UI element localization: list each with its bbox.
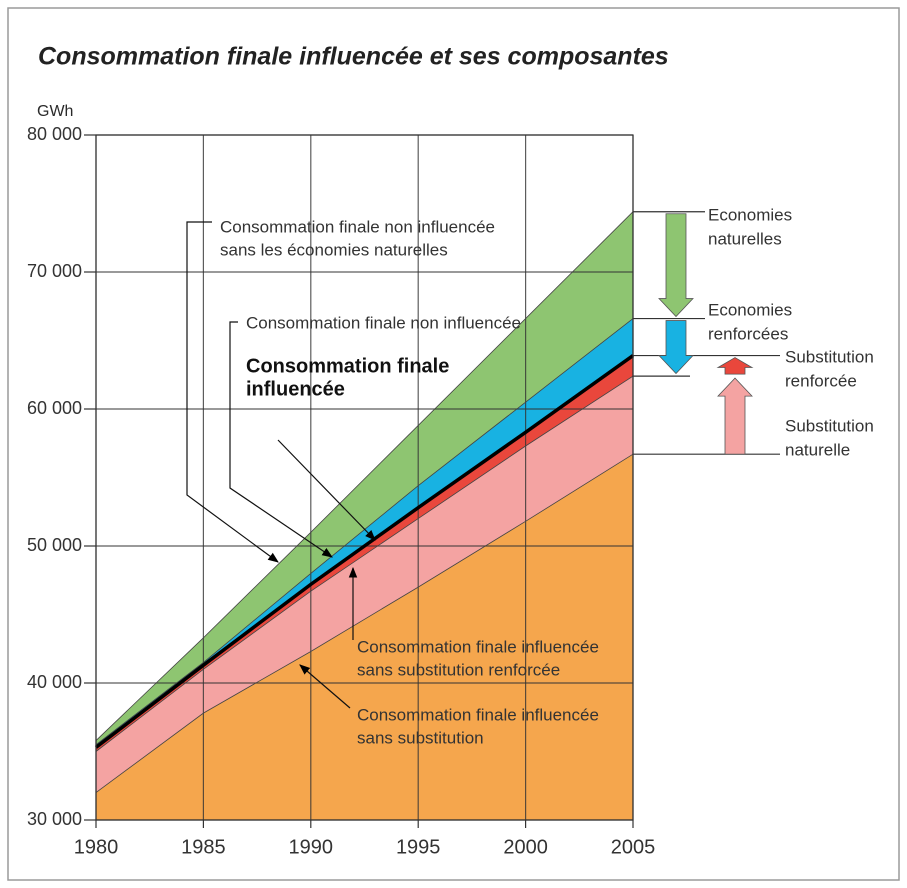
band	[96, 318, 633, 748]
series-line	[95, 211, 634, 741]
series-label: Consommation finale influencée	[357, 637, 599, 656]
series-line	[95, 375, 634, 752]
series-line	[95, 453, 634, 793]
band-label: naturelles	[708, 229, 782, 248]
series-label: sans substitution renforcée	[357, 660, 560, 679]
leader	[186, 221, 279, 563]
band-label: renforcées	[708, 324, 788, 343]
chart-title: Consommation finale influencée et ses co…	[38, 43, 669, 71]
x-tick-label: 1980	[74, 836, 119, 858]
series-label: Consommation finale influencée	[357, 705, 599, 724]
y-tick-label: 30 000	[27, 809, 82, 829]
x-tick-label: 2005	[611, 836, 656, 858]
x-tick-label: 1990	[289, 836, 334, 858]
series-label: Consommation finale non influencée	[246, 313, 521, 332]
x-tick-label: 1995	[396, 836, 441, 858]
x-tick-label: 1985	[181, 836, 226, 858]
series-label: Consommation finale non influencée	[220, 217, 495, 236]
series-line	[94, 354, 635, 749]
band-label: naturelle	[785, 440, 850, 459]
y-tick-label: 50 000	[27, 535, 82, 555]
band-arrow	[716, 357, 754, 375]
plot-border	[95, 134, 634, 821]
y-tick-label: 70 000	[27, 261, 82, 281]
band-label: Economies	[708, 205, 792, 224]
series-label: sans substitution	[357, 728, 484, 747]
series-label: sans les économies naturelles	[220, 240, 448, 259]
y-tick-label: 60 000	[27, 398, 82, 418]
series-label: influencée	[246, 378, 345, 400]
y-tick-label: 40 000	[27, 672, 82, 692]
y-axis-label: GWh	[37, 103, 73, 120]
band-label: Substitution	[785, 347, 874, 366]
band-arrow	[658, 213, 694, 318]
leader	[277, 439, 376, 541]
series-label: Consommation finale	[246, 355, 449, 377]
band-label: Substitution	[785, 416, 874, 435]
x-tick-label: 2000	[503, 836, 548, 858]
band	[96, 376, 633, 793]
band-arrow	[658, 320, 694, 375]
band-label: renforcée	[785, 371, 857, 390]
leader	[299, 664, 351, 709]
band-label: Economies	[708, 300, 792, 319]
leader	[229, 321, 333, 558]
y-tick-label: 80 000	[27, 124, 82, 144]
band	[96, 355, 633, 752]
band-arrow	[717, 377, 753, 455]
